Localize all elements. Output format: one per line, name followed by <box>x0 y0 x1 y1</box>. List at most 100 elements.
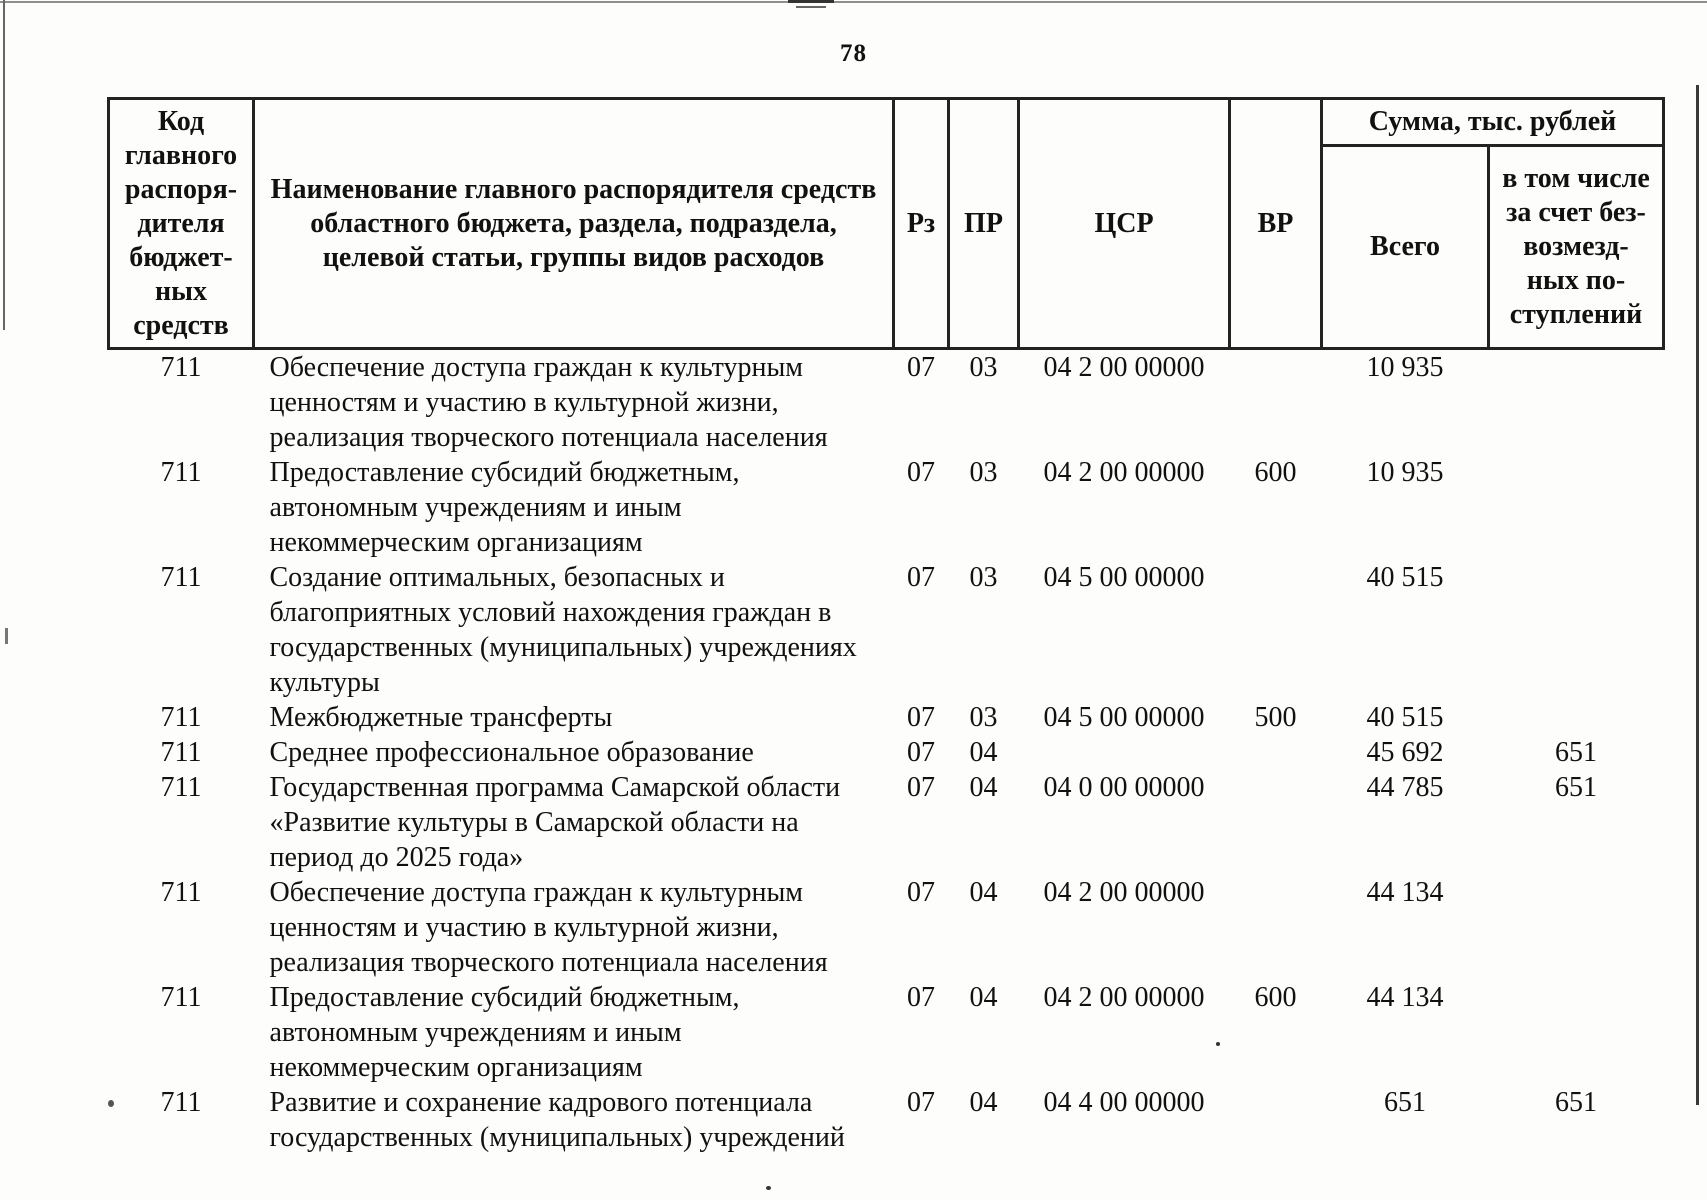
row-tsr: 04 2 00 00000 <box>1043 457 1205 488</box>
row-rz: 07 <box>907 737 935 768</box>
table-row: 711 Межбюджетные трансферты 07 03 04 5 0… <box>109 700 1664 735</box>
row-nonrefund: 651 <box>1555 737 1597 768</box>
table-row: 711 Среднее профессиональное образование… <box>109 735 1664 770</box>
row-tsr: 04 2 00 00000 <box>1043 982 1205 1013</box>
row-rz: 07 <box>907 982 935 1013</box>
row-pr: 04 <box>969 1087 998 1118</box>
row-rz: 07 <box>907 352 935 383</box>
row-vr <box>1230 349 1322 456</box>
row-rz: 07 <box>907 562 935 593</box>
header-tsr: ЦСР <box>1017 97 1231 350</box>
header-code: Код главного распоря- дителя бюджет- ных… <box>107 97 255 350</box>
row-vr: 600 <box>1254 457 1297 488</box>
row-total: 45 692 <box>1366 737 1444 768</box>
row-code: 711 <box>160 1087 202 1118</box>
header-name: Наименование главного распорядителя сред… <box>252 97 895 350</box>
row-vr <box>1230 770 1322 875</box>
row-name: Обеспечение доступа граждан к культурным… <box>269 352 828 453</box>
row-name: Предоставление субсидий бюджетным, автон… <box>269 982 740 1083</box>
table-row: 711 Обеспечение доступа граждан к культу… <box>109 875 1664 980</box>
row-total: 10 935 <box>1366 457 1444 488</box>
row-code: 711 <box>160 562 202 593</box>
scan-edge-top <box>0 1 1707 3</box>
scan-speck-1 <box>1216 1042 1220 1046</box>
scan-edge-right <box>1696 85 1699 1105</box>
row-nonrefund <box>1489 455 1664 560</box>
table-row: 711 Обеспечение доступа граждан к культу… <box>109 349 1664 456</box>
row-total: 40 515 <box>1366 562 1444 593</box>
scan-mark-top-center <box>788 0 834 3</box>
row-code: 711 <box>160 702 202 733</box>
row-pr: 04 <box>969 737 998 768</box>
budget-table: Код главного распоря- дителя бюджет- ных… <box>107 97 1665 1155</box>
row-pr: 04 <box>969 982 998 1013</box>
table-row: 711 Развитие и сохранение кадрового поте… <box>109 1085 1664 1155</box>
row-pr: 04 <box>969 877 998 908</box>
row-tsr <box>1019 735 1230 770</box>
row-nonrefund: 651 <box>1555 1087 1597 1118</box>
row-name: Обеспечение доступа граждан к культурным… <box>269 877 828 978</box>
row-vr <box>1230 560 1322 700</box>
header-row-bottom: Всего в том числе за счет без- возмезд- … <box>109 144 1665 350</box>
header-nonrefund: в том числе за счет без- возмезд- ных по… <box>1487 144 1665 350</box>
row-code: 711 <box>160 457 202 488</box>
row-code: 711 <box>160 772 202 803</box>
header-rz: Рз <box>892 97 950 350</box>
row-rz: 07 <box>907 1087 935 1118</box>
row-vr <box>1230 875 1322 980</box>
row-pr: 03 <box>969 562 998 593</box>
row-name: Государственная программа Самарской обла… <box>269 772 841 873</box>
row-total: 44 134 <box>1366 982 1444 1013</box>
table-row: 711 Создание оптимальных, безопасных и б… <box>109 560 1664 700</box>
row-nonrefund <box>1489 980 1664 1085</box>
scan-mark-top-center-2 <box>796 6 826 8</box>
header-total: Всего <box>1320 144 1490 350</box>
row-tsr: 04 5 00 00000 <box>1043 562 1205 593</box>
row-code: 711 <box>160 982 202 1013</box>
row-total: 10 935 <box>1366 352 1444 383</box>
row-vr <box>1230 735 1322 770</box>
row-name: Развитие и сохранение кадрового потенциа… <box>269 1087 845 1153</box>
row-tsr: 04 2 00 00000 <box>1043 352 1205 383</box>
page-number: 78 <box>840 40 867 67</box>
scan-speck-left-margin <box>5 628 8 644</box>
row-nonrefund <box>1489 349 1664 456</box>
row-code: 711 <box>160 877 202 908</box>
row-rz: 07 <box>907 457 935 488</box>
table-row: 711 Государственная программа Самарской … <box>109 770 1664 875</box>
table-header: Код главного распоря- дителя бюджет- ных… <box>107 97 1665 350</box>
row-pr: 03 <box>969 457 998 488</box>
row-nonrefund <box>1489 875 1664 980</box>
row-nonrefund <box>1489 700 1664 735</box>
row-total: 44 134 <box>1366 877 1444 908</box>
row-total: 40 515 <box>1366 702 1444 733</box>
row-vr <box>1230 1085 1322 1155</box>
row-nonrefund <box>1489 560 1664 700</box>
header-row-top: Код главного распоря- дителя бюджет- ных… <box>107 97 1665 350</box>
row-code: 711 <box>160 737 202 768</box>
row-rz: 07 <box>907 772 935 803</box>
scan-speck-2 <box>766 1186 771 1190</box>
header-sum-group: Сумма, тыс. рублей <box>1320 97 1665 147</box>
table-row: 711 Предоставление субсидий бюджетным, а… <box>109 455 1664 560</box>
scan-speck-3 <box>108 1100 114 1107</box>
table-row: 711 Предоставление субсидий бюджетным, а… <box>109 980 1664 1085</box>
scan-edge-left <box>3 0 5 330</box>
row-pr: 04 <box>969 772 998 803</box>
row-name: Создание оптимальных, безопасных и благо… <box>269 562 857 698</box>
row-name: Среднее профессиональное образование <box>269 737 754 768</box>
row-vr: 600 <box>1254 982 1297 1013</box>
table-body: 711 Обеспечение доступа граждан к культу… <box>109 349 1664 1156</box>
row-pr: 03 <box>969 702 998 733</box>
row-tsr: 04 0 00 00000 <box>1043 772 1205 803</box>
row-total: 44 785 <box>1366 772 1444 803</box>
row-code: 711 <box>160 352 202 383</box>
row-vr: 500 <box>1254 702 1297 733</box>
row-name: Межбюджетные трансферты <box>269 702 613 733</box>
row-tsr: 04 5 00 00000 <box>1043 702 1205 733</box>
row-tsr: 04 4 00 00000 <box>1043 1087 1205 1118</box>
row-nonrefund: 651 <box>1555 772 1597 803</box>
row-pr: 03 <box>969 352 998 383</box>
header-vr: ВР <box>1228 97 1323 350</box>
